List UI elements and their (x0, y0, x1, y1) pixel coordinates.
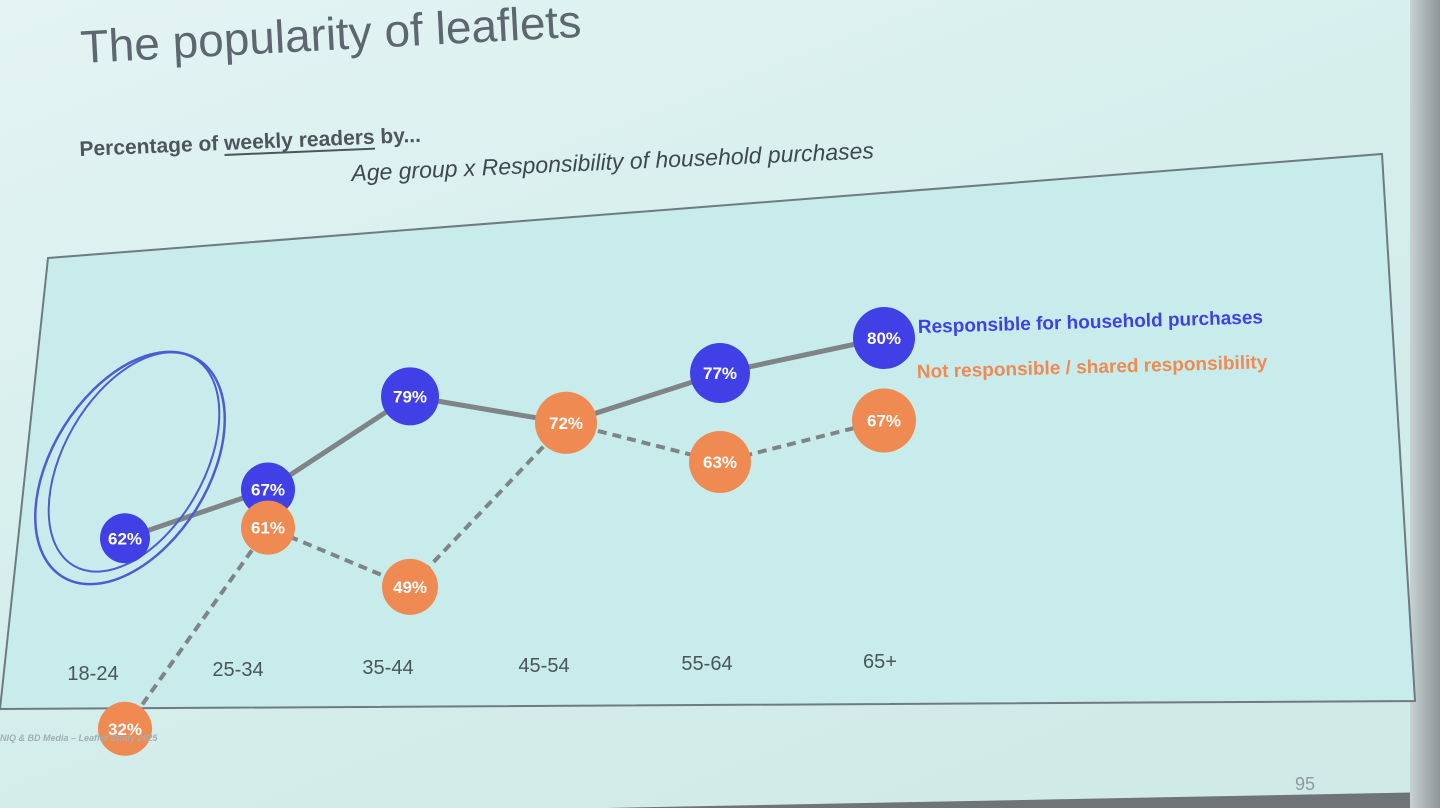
responsible-label-35-44: 79% (393, 387, 427, 406)
data-points: 62%67%79%72%77%80%32%61%49%72%63%67% (98, 307, 916, 756)
annotation-group (34, 350, 226, 586)
not-responsible-label-45-54: 72% (549, 414, 583, 433)
screen-edge (1410, 0, 1440, 808)
not-responsible-label-65+: 67% (867, 412, 901, 431)
responsible-point-25-34 (241, 462, 295, 517)
responsible-point-35-44 (381, 367, 439, 426)
not-responsible-point-25-34 (241, 500, 295, 555)
not-responsible-point-65+ (852, 388, 916, 453)
not-responsible-label-55-64: 63% (703, 453, 737, 472)
responsible-point-55-64 (690, 343, 750, 404)
responsible-label-55-64: 77% (703, 364, 737, 383)
not-responsible-label-25-34: 61% (251, 519, 285, 538)
responsible-label-18-24: 62% (108, 529, 142, 548)
responsible-point-18-24 (100, 513, 150, 564)
x-tick-18-24: 18-24 (67, 663, 118, 685)
page-number: 95 (1295, 774, 1316, 794)
chart-frame (0, 152, 1417, 711)
x-tick-65+: 65+ (863, 651, 897, 673)
x-axis-ticks: 18-24 25-34 35-44 45-54 55-64 65+ (67, 651, 897, 685)
responsible-label-65+: 80% (867, 329, 901, 348)
annotation-circle-inner (47, 351, 221, 573)
not-responsible-point-45-54 (535, 391, 597, 454)
not-responsible-label-35-44: 49% (393, 578, 427, 597)
x-tick-35-44: 35-44 (362, 657, 413, 679)
x-tick-55-64: 55-64 (681, 653, 732, 675)
x-tick-25-34: 25-34 (212, 659, 263, 681)
not-responsible-point-18-24 (98, 701, 152, 756)
source-note: NIQ & BD Media – Leaflet Study 2025 (0, 733, 158, 743)
responsible-point-65+ (853, 307, 915, 369)
responsible-label-25-34: 67% (251, 481, 285, 500)
not-responsible-point-35-44 (382, 558, 438, 615)
not-responsible-label-18-24: 32% (108, 720, 142, 739)
x-tick-45-54: 45-54 (518, 655, 569, 677)
not-responsible-point-55-64 (689, 430, 751, 493)
